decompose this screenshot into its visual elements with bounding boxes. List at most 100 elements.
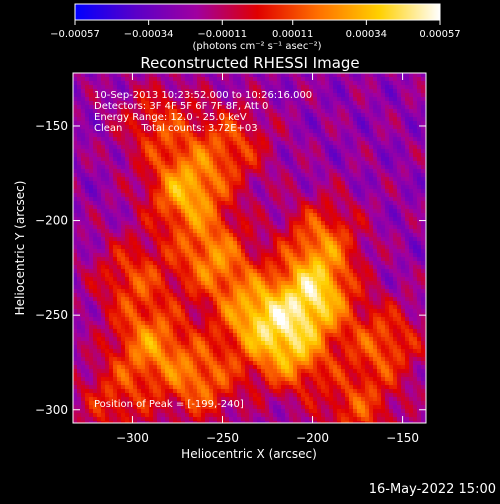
heatmap-cell [337, 133, 341, 137]
heatmap-cell [213, 169, 217, 173]
heatmap-cell [413, 113, 417, 117]
heatmap-cell [125, 209, 129, 213]
heatmap-cell [133, 249, 137, 253]
heatmap-cell [393, 109, 397, 113]
heatmap-cell [401, 169, 405, 173]
heatmap-cell [177, 237, 181, 241]
heatmap-cell [289, 173, 293, 177]
heatmap-cell [253, 73, 257, 77]
heatmap-cell [285, 129, 289, 133]
heatmap-cell [213, 261, 217, 265]
heatmap-cell [109, 165, 113, 169]
heatmap-cell [225, 77, 229, 81]
heatmap-cell [341, 225, 345, 229]
heatmap-cell [305, 185, 309, 189]
heatmap-cell [317, 125, 321, 129]
heatmap-cell [205, 177, 209, 181]
heatmap-cell [201, 185, 205, 189]
heatmap-cell [93, 253, 97, 257]
heatmap-cell [77, 129, 81, 133]
heatmap-cell [241, 213, 245, 217]
heatmap-cell [389, 285, 393, 289]
heatmap-cell [417, 181, 421, 185]
heatmap-cell [157, 173, 161, 177]
heatmap-cell [261, 209, 265, 213]
heatmap-cell [293, 185, 297, 189]
heatmap-cell [89, 141, 93, 145]
heatmap-cell [313, 205, 317, 209]
heatmap-cell [173, 245, 177, 249]
heatmap-cell [73, 289, 77, 293]
heatmap-cell [105, 177, 109, 181]
heatmap-cell [281, 113, 285, 117]
heatmap-cell [281, 101, 285, 105]
heatmap-cell [181, 277, 185, 281]
heatmap-cell [269, 205, 273, 209]
heatmap-cell [345, 157, 349, 161]
heatmap-cell [245, 277, 249, 281]
heatmap-cell [361, 201, 365, 205]
heatmap-cell [245, 269, 249, 273]
heatmap-cell [413, 137, 417, 141]
heatmap-cell [373, 221, 377, 225]
heatmap-cell [169, 217, 173, 221]
heatmap-cell [281, 253, 285, 257]
heatmap-cell [185, 249, 189, 253]
heatmap-cell [85, 145, 89, 149]
heatmap-cell [189, 213, 193, 217]
heatmap-cell [181, 217, 185, 221]
heatmap-cell [385, 89, 389, 93]
heatmap-cell [393, 145, 397, 149]
heatmap-cell [221, 285, 225, 289]
heatmap-cell [165, 269, 169, 273]
heatmap-cell [253, 253, 257, 257]
heatmap-cell [301, 281, 305, 285]
heatmap-cell [393, 261, 397, 265]
heatmap-cell [153, 185, 157, 189]
heatmap-cell [285, 101, 289, 105]
heatmap-cell [369, 273, 373, 277]
heatmap-cell [89, 77, 93, 81]
heatmap-cell [281, 177, 285, 181]
heatmap-cell [285, 261, 289, 265]
heatmap-cell [417, 121, 421, 125]
heatmap-cell [193, 241, 197, 245]
heatmap-cell [189, 221, 193, 225]
heatmap-cell [197, 213, 201, 217]
heatmap-cell [317, 121, 321, 125]
heatmap-cell [93, 233, 97, 237]
heatmap-cell [137, 273, 141, 277]
heatmap-cell [261, 129, 265, 133]
heatmap-cell [141, 289, 145, 293]
heatmap-cell [105, 137, 109, 141]
heatmap-cell [361, 273, 365, 277]
heatmap-cell [229, 221, 233, 225]
heatmap-cell [193, 257, 197, 261]
heatmap-cell [137, 145, 141, 149]
heatmap-cell [169, 141, 173, 145]
heatmap-cell [93, 149, 97, 153]
heatmap-cell [137, 141, 141, 145]
heatmap-cell [129, 161, 133, 165]
heatmap-cell [81, 193, 85, 197]
heatmap-cell [213, 181, 217, 185]
heatmap-cell [101, 177, 105, 181]
heatmap-cell [201, 273, 205, 277]
heatmap-cell [105, 213, 109, 217]
heatmap-cell [401, 189, 405, 193]
heatmap-cell [173, 257, 177, 261]
heatmap-cell [105, 221, 109, 225]
heatmap-cell [305, 181, 309, 185]
heatmap-cell [421, 105, 425, 109]
heatmap-cell [145, 261, 149, 265]
heatmap-cell [185, 145, 189, 149]
heatmap-cell [73, 269, 77, 273]
heatmap-cell [97, 145, 101, 149]
heatmap-cell [145, 237, 149, 241]
heatmap-cell [161, 173, 165, 177]
heatmap-cell [117, 277, 121, 281]
heatmap-cell [401, 153, 405, 157]
heatmap-cell [117, 153, 121, 157]
heatmap-cell [381, 253, 385, 257]
heatmap-cell [421, 261, 425, 265]
